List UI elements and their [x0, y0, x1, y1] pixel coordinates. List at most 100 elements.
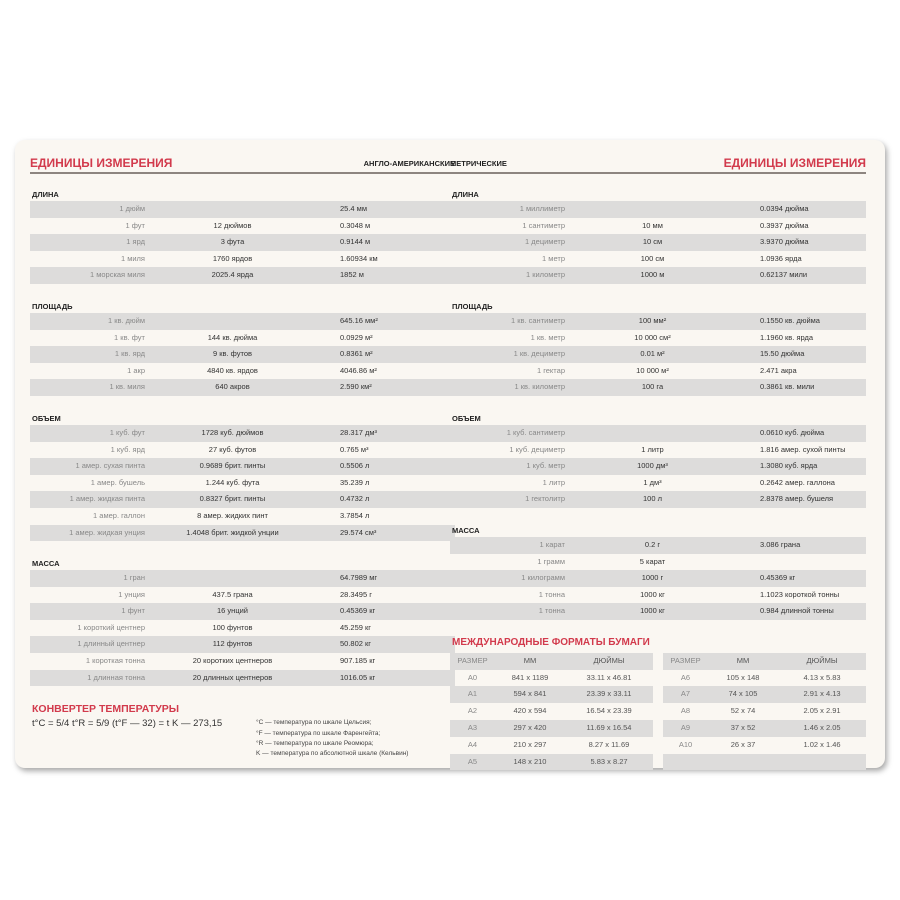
paper-row: A2 420 x 594 16.54 x 23.39 [450, 703, 653, 720]
temperature-legend: °C — температура по шкале Цельсия; °F — … [256, 718, 408, 759]
mm-cell: 105 x 148 [726, 672, 760, 682]
unit-cell: 1 дюйм [119, 204, 145, 213]
metric-value-cell: 645.16 мм² [340, 315, 378, 325]
unit-cell: 1 грамм [537, 556, 565, 566]
inches-cell: 1.02 x 1.46 [803, 739, 841, 749]
paper-row: A6 105 x 148 4.13 x 5.83 [663, 670, 866, 687]
imperial-title: ЕДИНИЦЫ ИЗМЕРЕНИЯ [30, 156, 173, 170]
table-row: 1 грамм 5 карат [450, 554, 866, 571]
table-row: 1 миллиметр 0.0394 дюйма [450, 201, 866, 218]
metric-value-cell: 1.1023 короткой тонны [760, 589, 840, 599]
metric-value-cell: 2.590 км² [340, 382, 372, 392]
conversion-table: 1 гран 64.7989 мг 1 унция 437.5 грана 28.349… [30, 570, 455, 687]
unit-cell: 1 гектар [536, 365, 565, 375]
table-row: 1 гектолитр 100 л 2.8378 амер. бушеля [450, 491, 866, 508]
table-row: 1 дюйм 25.4 мм [30, 201, 455, 218]
inches-cell: 11.69 x 16.54 [586, 723, 632, 733]
unit-cell: 1 тонна [538, 589, 565, 599]
paper-table: РАЗМЕР ММ ДЮЙМЫ A6 105 x 148 4.13 x 5.83 A7 74 … [663, 652, 866, 771]
metric-value-cell: 1.1960 кв. ярда [760, 332, 814, 342]
equivalent-cell: 1 дм³ [643, 477, 662, 487]
unit-cell: 1 кв. ярд [114, 349, 145, 359]
table-row: 1 гран 64.7989 мг [30, 570, 455, 587]
unit-cell: 1 гектолитр [525, 494, 565, 504]
metric-value-cell: 1.816 амер. сухой пинты [760, 444, 846, 454]
paper-row: A0 841 x 1189 33.11 x 46.81 [450, 670, 653, 687]
equivalent-cell [145, 313, 320, 330]
mm-cell: 594 x 841 [513, 689, 547, 699]
equivalent-cell: 1.4048 брит. жидкой унции [186, 527, 279, 537]
unit-cell: 1 амер. жидкая пинта [69, 494, 145, 504]
table-row: 1 кв. километр 100 га 0.3861 кв. мили [450, 379, 866, 396]
equivalent-cell: 3 фута [220, 237, 245, 247]
size-cell: A6 [680, 672, 691, 682]
mm-cell: 148 x 210 [513, 756, 547, 766]
unit-cell: 1 короткая тонна [85, 656, 145, 666]
metric-value-cell: 3.086 грана [760, 539, 801, 549]
metric-value-cell: 0.3937 дюйма [760, 220, 809, 230]
paper-header-row: РАЗМЕР ММ ДЮЙМЫ [450, 652, 653, 670]
conversion-section: ПЛОЩАДЬ 1 кв. дюйм 645.16 мм² 1 кв. фут 144 … [30, 300, 455, 396]
metric-value-cell: 29.574 см³ [340, 527, 377, 537]
table-row: 1 кв. сантиметр 100 мм² 0.1550 кв. дюйма [450, 312, 866, 330]
section-label: ДЛИНА [452, 190, 479, 199]
reference-card: ЕДИНИЦЫ ИЗМЕРЕНИЯ АНГЛО-АМЕРИКАНСКИЕ ДЛИ… [15, 140, 885, 771]
mm-cell: 52 x 74 [730, 706, 756, 716]
table-row: 1 гектар 10 000 м² 2.471 акра [450, 363, 866, 380]
legend-line: K — температура по абсолютной шкале (Кел… [256, 750, 409, 758]
metric-value-cell: 50.802 кг [340, 639, 372, 649]
column-header: РАЗМЕР [670, 655, 701, 665]
inches-cell [778, 754, 866, 771]
table-row: 1 сантиметр 10 мм 0.3937 дюйма [450, 218, 866, 235]
section-label: ПЛОЩАДЬ [32, 301, 73, 311]
metric-value-cell: 28.317 дм³ [340, 427, 378, 437]
unit-cell: 1 ярд [126, 237, 145, 247]
equivalent-cell: 16 унций [217, 606, 248, 616]
inches-cell: 5.83 x 8.27 [590, 756, 628, 766]
unit-cell: 1 куб. дециметр [509, 444, 565, 454]
conversion-table: 1 дюйм 25.4 мм 1 фут 12 дюймов 0.3048 м 1 ярд… [30, 201, 455, 284]
table-row: 1 литр 1 дм³ 0.2642 амер. галлона [450, 475, 866, 492]
unit-cell: 1 карат [539, 539, 566, 549]
unit-cell: 1 амер. жидкая унция [69, 527, 145, 537]
table-row: 1 куб. дециметр 1 литр 1.816 амер. сухой п… [450, 442, 866, 459]
imperial-column: ЕДИНИЦЫ ИЗМЕРЕНИЯ АНГЛО-АМЕРИКАНСКИЕ ДЛИ… [30, 140, 455, 759]
metric-value-cell: 0.45369 кг [340, 606, 376, 616]
metric-value-cell: 907.185 кг [340, 656, 376, 666]
metric-value-cell: 0.2642 амер. галлона [760, 477, 835, 487]
unit-cell: 1 тонна [538, 606, 565, 616]
imperial-header: ЕДИНИЦЫ ИЗМЕРЕНИЯ АНГЛО-АМЕРИКАНСКИЕ [30, 145, 455, 174]
metric-value-cell: 3.7854 л [340, 510, 370, 520]
table-row: 1 куб. метр 1000 дм³ 1.3080 куб. ярда [450, 458, 866, 475]
metric-value-cell: 45.259 кг [340, 622, 372, 632]
equivalent-cell: 437.5 грана [212, 589, 253, 599]
metric-value-cell: 28.3495 г [340, 589, 372, 599]
table-row: 1 тонна 1000 кг 0.984 длинной тонны [450, 603, 866, 620]
inches-cell: 1.46 x 2.05 [803, 723, 841, 733]
table-row: 1 короткая тонна 20 коротких центнеров 907… [30, 653, 455, 670]
size-cell: A2 [467, 706, 478, 716]
equivalent-cell: 112 фунтов [212, 639, 253, 649]
unit-cell: 1 амер. бушель [90, 477, 145, 487]
inches-cell: 33.11 x 46.81 [586, 672, 632, 682]
equivalent-cell: 0.9689 брит. пинты [199, 461, 266, 471]
conversion-section: ОБЪЕМ 1 куб. сантиметр 0.0610 куб. дюйма 1 … [450, 412, 866, 508]
conversion-section: ДЛИНА 1 миллиметр 0.0394 дюйма 1 сантиметр 1… [450, 188, 866, 284]
equivalent-cell: 0.8327 брит. пинты [199, 494, 266, 504]
equivalent-cell: 640 акров [215, 382, 250, 392]
unit-cell: 1 унция [118, 589, 145, 599]
table-row: 1 километр 1000 м 0.62137 мили [450, 267, 866, 284]
unit-cell: 1 дециметр [525, 237, 565, 247]
metric-value-cell: 0.62137 мили [760, 270, 808, 280]
table-row: 1 килограмм 1000 г 0.45369 кг [450, 570, 866, 587]
size-cell: A1 [467, 689, 478, 699]
metric-value-cell: 0.1550 кв. дюйма [760, 315, 820, 325]
unit-cell: 1 морская миля [89, 270, 145, 280]
paper-row: A3 297 x 420 11.69 x 16.54 [450, 720, 653, 737]
inches-cell: 4.13 x 5.83 [803, 672, 841, 682]
inches-cell: 23.39 x 33.11 [586, 689, 632, 699]
unit-cell: 1 литр [542, 477, 565, 487]
equivalent-cell: 0.01 м² [640, 349, 665, 359]
metric-value-cell: 25.4 мм [340, 204, 367, 213]
table-row: 1 длинная тонна 20 длинных центнеров 1016.… [30, 669, 455, 687]
